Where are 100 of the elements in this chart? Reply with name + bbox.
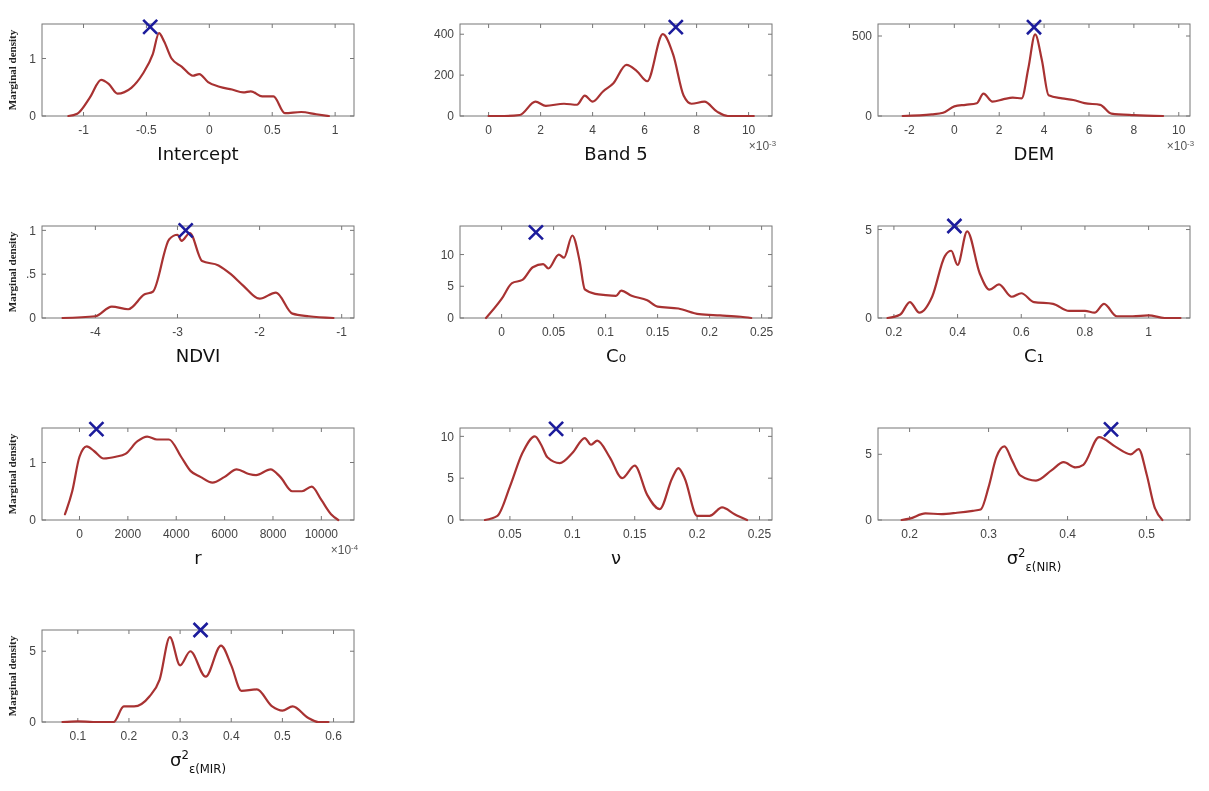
x-tick-label: 0.4 xyxy=(1059,527,1077,541)
x-tick-label: 2 xyxy=(995,123,1003,137)
y-tick-label: 5 xyxy=(865,447,873,462)
x-tick-label: -2 xyxy=(254,325,266,339)
x-tick-label: 0.05 xyxy=(498,527,522,541)
y-tick-label: 5 xyxy=(447,279,455,294)
x-tick-label: 0.8 xyxy=(1076,325,1094,339)
y-tick-label: 500 xyxy=(851,29,873,44)
y-tick-label: 5 xyxy=(447,471,455,486)
x-tick-label: 0.4 xyxy=(949,325,967,339)
text: ×10$^{-3}$ xyxy=(1166,138,1194,153)
y-axis-title: Marginal density xyxy=(6,231,18,313)
y-tick-label: 1 xyxy=(29,455,37,470)
x-tick-label: 0 xyxy=(76,527,84,541)
x-tick-label: 0.4 xyxy=(222,729,240,743)
x-tick-label: 0 xyxy=(485,123,493,137)
x-tick-label: 8 xyxy=(693,123,701,137)
x-tick-label: 1 xyxy=(1145,325,1153,339)
y-tick-label: 0 xyxy=(865,311,873,326)
line-series xyxy=(900,436,1164,522)
line-series xyxy=(63,435,340,522)
x-tick-label: 8000 xyxy=(259,527,287,541)
x-tick-label: 0 xyxy=(498,325,506,339)
x-tick-label: 10 xyxy=(1172,123,1186,137)
y-tick-label: 400 xyxy=(433,27,455,42)
y-tick-label: 5 xyxy=(865,222,873,237)
x-tick-label: 0.2 xyxy=(120,729,138,743)
line-series xyxy=(484,234,753,320)
x-axis-title: ν xyxy=(610,547,622,568)
y-axis-title: Marginal density xyxy=(6,635,18,717)
x-tick-label: 0.2 xyxy=(901,527,919,541)
x-tick-label: 6000 xyxy=(211,527,239,541)
y-tick-label: 0 xyxy=(29,715,37,730)
x-tick-label: 0 xyxy=(205,123,213,137)
x-tick-label: 0 xyxy=(950,123,958,137)
x-tick-label: 0.1 xyxy=(563,527,581,541)
line-series xyxy=(61,635,330,724)
x-tick-label: 4 xyxy=(589,123,597,137)
line-series xyxy=(487,33,755,118)
x-tick-label: 0.5 xyxy=(263,123,281,137)
y-tick-label: 0 xyxy=(447,311,455,326)
text: ×10$^{-4}$ xyxy=(330,542,359,557)
line-series xyxy=(901,33,1165,118)
y-tick-label: .5 xyxy=(25,267,37,282)
x-tick-label: 0.6 xyxy=(1012,325,1030,339)
line-series xyxy=(67,32,330,118)
x-tick-label: 0.1 xyxy=(597,325,615,339)
x-tick-label: 0.25 xyxy=(747,527,772,541)
x-tick-label: -0.5 xyxy=(136,123,158,137)
y-tick-label: 0 xyxy=(29,311,37,326)
x-tick-label: 0.2 xyxy=(885,325,903,339)
x-tick-label: 6 xyxy=(641,123,649,137)
x-tick-label: -4 xyxy=(90,325,102,339)
y-tick-label: 0 xyxy=(865,109,873,124)
x-axis-title: Intercept xyxy=(157,143,239,164)
y-tick-label: 0 xyxy=(29,513,37,528)
line-series xyxy=(886,230,1182,320)
x-tick-label: 0.2 xyxy=(688,527,706,541)
line-series xyxy=(483,435,749,522)
line-series xyxy=(61,231,335,320)
y-axis-title: Marginal density xyxy=(6,433,18,515)
y-tick-label: 1 xyxy=(29,51,37,66)
text: ×10$^{-3}$ xyxy=(748,138,776,153)
x-tick-label: -3 xyxy=(172,325,184,339)
x-tick-label: -1 xyxy=(78,123,90,137)
x-tick-label: 0.5 xyxy=(274,729,292,743)
y-tick-label: 0 xyxy=(447,513,455,528)
y-tick-label: 5 xyxy=(29,644,37,659)
x-tick-label: 4 xyxy=(1040,123,1048,137)
x-tick-label: 8 xyxy=(1130,123,1138,137)
y-tick-label: 0 xyxy=(865,513,873,528)
x-tick-label: 4000 xyxy=(162,527,190,541)
x-tick-label: 0.15 xyxy=(623,527,647,541)
x-axis-title: NDVI xyxy=(175,345,221,366)
x-tick-label: 6 xyxy=(1085,123,1093,137)
x-tick-label: 0.5 xyxy=(1138,527,1156,541)
x-axis-title: C₁ xyxy=(1024,345,1044,366)
x-tick-label: 10 xyxy=(741,123,756,137)
y-tick-label: 0 xyxy=(29,109,37,124)
x-tick-label: 0.1 xyxy=(69,729,87,743)
x-tick-label: 0.05 xyxy=(541,325,566,339)
x-tick-label: 1 xyxy=(331,123,339,137)
x-tick-label: 10000 xyxy=(304,527,339,541)
x-axis-title: Band 5 xyxy=(584,143,648,164)
x-tick-label: -1 xyxy=(336,325,348,339)
x-tick-label: 0.2 xyxy=(701,325,719,339)
y-axis-title: Marginal density xyxy=(6,29,18,111)
x-tick-label: 2000 xyxy=(114,527,142,541)
y-tick-label: 1 xyxy=(29,223,37,238)
x-tick-label: 0.25 xyxy=(749,325,774,339)
y-tick-label: 10 xyxy=(440,247,455,262)
x-tick-label: 0.3 xyxy=(171,729,189,743)
x-axis-title: r xyxy=(194,547,203,568)
x-tick-label: 0.6 xyxy=(325,729,343,743)
y-tick-label: 200 xyxy=(433,68,455,83)
x-tick-label: 2 xyxy=(537,123,545,137)
y-tick-label: 0 xyxy=(447,109,455,124)
x-tick-label: -2 xyxy=(904,123,916,137)
x-tick-label: 0.15 xyxy=(645,325,670,339)
x-tick-label: 0.3 xyxy=(980,527,998,541)
